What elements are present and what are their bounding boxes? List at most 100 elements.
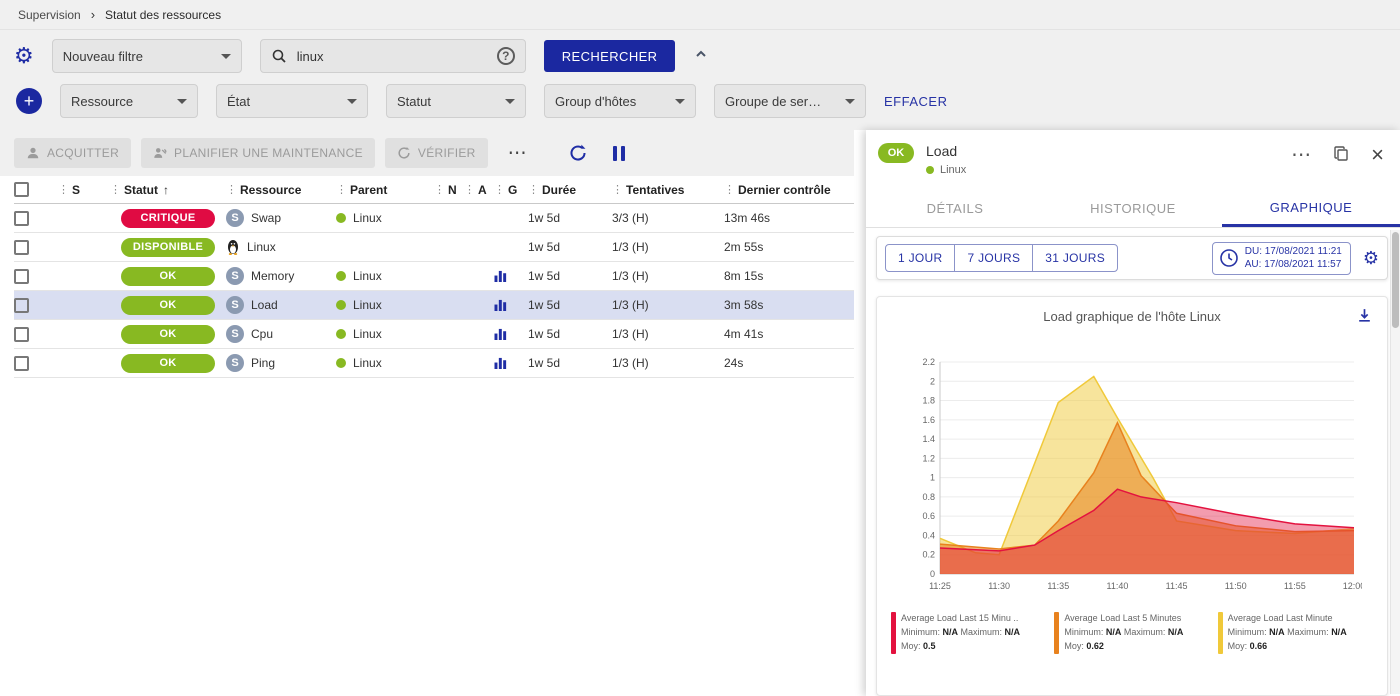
range-1-day-button[interactable]: 1 JOUR bbox=[885, 244, 956, 272]
range-7-days-button[interactable]: 7 JOURS bbox=[954, 244, 1034, 272]
column-header-g[interactable]: ⋮ G bbox=[494, 182, 518, 197]
column-menu-icon[interactable]: ⋮ bbox=[612, 184, 623, 196]
load-area-chart[interactable]: 0 0.2 0.4 0.6 0.8 1 1.2 1.4 1.6 1.8 2 2.2 11:25 11:30… bbox=[902, 350, 1362, 604]
column-header-dernier-controle[interactable]: ⋮ Dernier contrôle bbox=[724, 182, 831, 197]
column-menu-icon[interactable]: ⋮ bbox=[58, 184, 69, 196]
table-row[interactable]: OK S Memory Linux 1w 5d 1/3 (H) 8m 15s bbox=[14, 262, 854, 291]
scrollbar-thumb[interactable] bbox=[1392, 232, 1399, 328]
column-header-duree[interactable]: ⋮ Durée bbox=[528, 182, 577, 197]
row-checkbox[interactable] bbox=[14, 239, 29, 255]
search-input[interactable]: linux ? bbox=[259, 39, 526, 73]
close-icon[interactable]: × bbox=[1371, 142, 1384, 167]
tries-cell: 1/3 (H) bbox=[612, 269, 649, 283]
parent-cell[interactable]: Linux bbox=[336, 298, 434, 312]
resource-cell[interactable]: Linux bbox=[226, 239, 336, 255]
tab-graphique[interactable]: GRAPHIQUE bbox=[1222, 190, 1400, 227]
resource-cell[interactable]: S Cpu bbox=[226, 325, 336, 343]
row-graph-cell[interactable] bbox=[494, 299, 528, 311]
column-menu-icon[interactable]: ⋮ bbox=[724, 184, 735, 196]
table-row[interactable]: CRITIQUE S Swap Linux 1w 5d 3/3 (H) 13m 46s bbox=[14, 204, 854, 233]
resource-cell[interactable]: S Swap bbox=[226, 209, 336, 227]
column-header-parent[interactable]: ⋮ Parent bbox=[336, 182, 388, 197]
saved-filter-select[interactable]: Nouveau filtre bbox=[51, 39, 242, 73]
column-header-tentatives[interactable]: ⋮ Tentatives bbox=[612, 182, 685, 197]
panel-more-icon[interactable]: ⋯ bbox=[1291, 144, 1312, 166]
breadcrumb-statut-ressources[interactable]: Statut des ressources bbox=[105, 7, 222, 22]
clear-filters-button[interactable]: EFFACER bbox=[884, 93, 948, 109]
download-icon bbox=[1359, 309, 1370, 322]
svg-text:11:45: 11:45 bbox=[1166, 581, 1188, 591]
filter-settings-gear-icon[interactable]: ⚙ bbox=[14, 43, 34, 68]
pause-button[interactable] bbox=[612, 145, 625, 161]
criteria-hostgroup-select[interactable]: Group d'hôtes bbox=[544, 84, 696, 118]
tries-cell: 1/3 (H) bbox=[612, 356, 649, 370]
actions-toolbar: ACQUITTER PLANIFIER UNE MAINTENANCE VÉRI… bbox=[0, 130, 854, 176]
resource-cell[interactable]: S Ping bbox=[226, 354, 336, 372]
chevron-down-icon bbox=[845, 98, 855, 104]
resource-cell[interactable]: S Load bbox=[226, 296, 336, 314]
check-refresh-icon bbox=[398, 146, 410, 159]
column-menu-icon[interactable]: ⋮ bbox=[226, 184, 237, 196]
legend-average: Moy: 0.66 bbox=[1227, 640, 1268, 651]
column-menu-icon[interactable]: ⋮ bbox=[494, 184, 505, 196]
criteria-servicegroup-select[interactable]: Groupe de ser… bbox=[714, 84, 866, 118]
copy-link-icon[interactable] bbox=[1333, 145, 1349, 166]
column-menu-icon[interactable]: ⋮ bbox=[434, 184, 445, 196]
row-checkbox[interactable] bbox=[14, 326, 29, 342]
column-menu-icon[interactable]: ⋮ bbox=[110, 184, 121, 196]
criteria-etat-select[interactable]: État bbox=[216, 84, 368, 118]
parent-cell[interactable]: Linux bbox=[336, 327, 434, 341]
refresh-button[interactable] bbox=[569, 144, 587, 162]
column-menu-icon[interactable]: ⋮ bbox=[336, 184, 347, 196]
search-button[interactable]: RECHERCHER bbox=[543, 40, 676, 72]
check-button[interactable]: VÉRIFIER bbox=[384, 138, 488, 168]
row-graph-cell[interactable] bbox=[494, 357, 528, 369]
legend-min-max: Minimum: N/A Maximum: N/A bbox=[901, 626, 1021, 637]
table-row[interactable]: DISPONIBLE Linux 1w 5d 1/3 (H) 2m 55s bbox=[14, 233, 854, 262]
row-checkbox[interactable] bbox=[14, 268, 29, 284]
collapse-filters-button[interactable] bbox=[693, 46, 709, 67]
help-icon[interactable]: ? bbox=[496, 47, 515, 65]
criteria-resource-select[interactable]: Ressource bbox=[60, 84, 198, 118]
row-graph-cell[interactable] bbox=[494, 328, 528, 340]
row-checkbox[interactable] bbox=[14, 210, 29, 226]
breadcrumb-supervision[interactable]: Supervision bbox=[18, 7, 81, 22]
sort-asc-icon[interactable]: ↑ bbox=[163, 182, 169, 197]
row-select-cell bbox=[14, 210, 58, 226]
column-menu-icon[interactable]: ⋮ bbox=[464, 184, 475, 196]
column-header-n[interactable]: ⋮ N bbox=[434, 182, 457, 197]
column-header-ressource[interactable]: ⋮ Ressource bbox=[226, 182, 302, 197]
row-checkbox[interactable] bbox=[14, 355, 29, 371]
graph-settings-gear-icon[interactable]: ⚙ bbox=[1362, 248, 1379, 268]
parent-cell[interactable]: Linux bbox=[336, 211, 434, 225]
refresh-icon bbox=[570, 144, 586, 161]
more-actions-icon[interactable]: ⋯ bbox=[507, 142, 527, 164]
column-header-statut[interactable]: ⋮ Statut ↑ bbox=[110, 182, 169, 197]
parent-cell[interactable]: Linux bbox=[336, 356, 434, 370]
column-menu-icon[interactable]: ⋮ bbox=[528, 184, 539, 196]
legend-item[interactable]: Average Load Last 15 Minu .. Minimum: N/A… bbox=[891, 612, 1046, 654]
panel-scrollbar[interactable] bbox=[1390, 230, 1400, 694]
table-row[interactable]: OK S Load Linux 1w 5d 1/3 (H) 3m 58s bbox=[14, 291, 854, 320]
row-checkbox[interactable] bbox=[14, 297, 29, 313]
column-header-severity[interactable]: ⋮ S bbox=[58, 182, 81, 197]
legend-item[interactable]: Average Load Last 5 Minutes Minimum: N/A … bbox=[1054, 612, 1209, 654]
parent-cell[interactable]: Linux bbox=[336, 269, 434, 283]
criteria-statut-select[interactable]: Statut bbox=[386, 84, 526, 118]
resource-cell[interactable]: S Memory bbox=[226, 267, 336, 285]
table-row[interactable]: OK S Ping Linux 1w 5d 1/3 (H) 24s bbox=[14, 349, 854, 378]
legend-item[interactable]: Average Load Last Minute Minimum: N/A Max… bbox=[1217, 612, 1373, 654]
range-31-days-button[interactable]: 31 JOURS bbox=[1032, 244, 1119, 272]
add-criteria-button[interactable]: + bbox=[16, 88, 42, 114]
select-all-checkbox[interactable] bbox=[14, 182, 29, 197]
tab-historique[interactable]: HISTORIQUE bbox=[1090, 201, 1176, 216]
download-button[interactable] bbox=[1356, 307, 1373, 329]
row-graph-cell[interactable] bbox=[494, 270, 528, 282]
svg-text:11:35: 11:35 bbox=[1047, 581, 1069, 591]
column-header-a[interactable]: ⋮ A bbox=[464, 182, 487, 197]
acknowledge-button[interactable]: ACQUITTER bbox=[14, 138, 132, 168]
maintenance-button[interactable]: PLANIFIER UNE MAINTENANCE bbox=[141, 138, 375, 168]
tab-details[interactable]: DÉTAILS bbox=[926, 201, 984, 216]
date-range-picker[interactable]: DU: 17/08/2021 11:21 AU: 17/08/2021 11:5… bbox=[1211, 241, 1351, 275]
table-row[interactable]: OK S Cpu Linux 1w 5d 1/3 (H) 4m 41s bbox=[14, 320, 854, 349]
